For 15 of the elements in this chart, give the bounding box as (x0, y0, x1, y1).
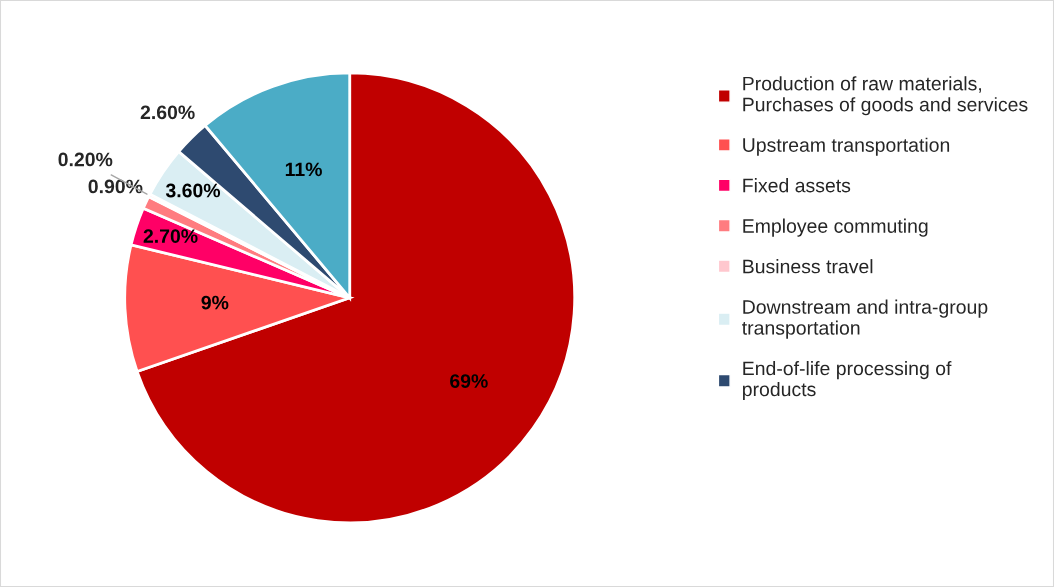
data-label: 69% (450, 374, 488, 388)
data-label: 0.90% (88, 179, 143, 194)
data-label: 9% (201, 295, 229, 310)
data-label: 0.20% (58, 152, 113, 167)
data-label: 3.60% (165, 183, 221, 198)
legend-label: Upstream transportation (743, 137, 950, 156)
legend-label: Downstream and intra-group transportation (742, 299, 988, 339)
legend-label: Employee commuting (743, 218, 928, 237)
data-label: 2.70% (143, 229, 198, 243)
data-label: 11% (285, 162, 322, 177)
legend-label: Production of raw materials, Purchases of goods and services (743, 76, 1028, 116)
legend-label: End-of-life processing of products (743, 361, 952, 401)
legend-label: Fixed assets (743, 178, 851, 193)
data-label: 2.60% (140, 105, 195, 120)
legend-label: Business travel (743, 259, 873, 274)
